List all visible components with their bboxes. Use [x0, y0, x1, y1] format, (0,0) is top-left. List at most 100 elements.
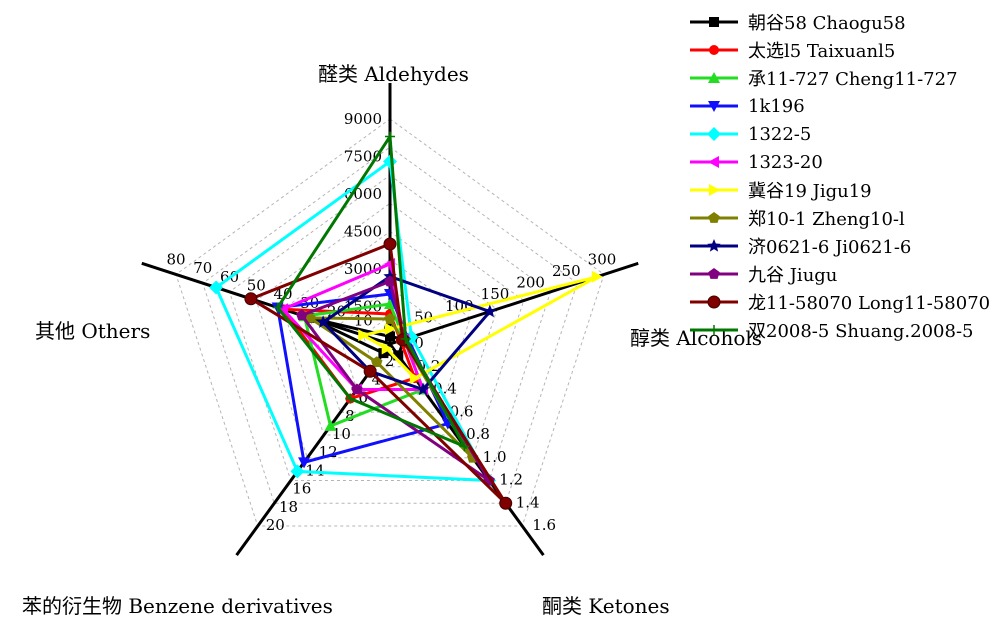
- series-6-point-1: [591, 270, 603, 283]
- series-line-4: [214, 158, 492, 483]
- legend-label: 双2008-5 Shuang.2008-5: [748, 321, 974, 342]
- legend-marker-4: [707, 127, 721, 141]
- legend-marker-2: [708, 72, 720, 83]
- legend-label: 1322-5: [748, 123, 812, 145]
- series-2-point-3: [324, 419, 337, 431]
- legend-swatch: [690, 45, 738, 55]
- series-5-point-4: [277, 303, 289, 316]
- tick-label-aldehydes-1: 3000: [344, 260, 382, 278]
- legend-item: 龙11-58070 Long11-58070: [688, 288, 998, 316]
- grid-ring-3: [282, 230, 498, 436]
- legend-item: 九谷 Jiugu: [688, 260, 998, 288]
- legend-swatch: [690, 239, 738, 252]
- legend-swatch: [690, 268, 738, 279]
- legend-marker-3: [708, 101, 720, 112]
- tick-label-ketones-2: 0.4: [433, 380, 457, 398]
- tick-label-benzene-2: 4: [372, 370, 382, 388]
- series-9-point-3: [351, 383, 363, 395]
- axis-line-others: [141, 261, 391, 346]
- legend-label: 龙11-58070 Long11-58070: [748, 293, 991, 314]
- tick-label-alcohols-5: 250: [552, 262, 581, 280]
- tick-label-aldehydes-5: 9000: [344, 110, 382, 128]
- series-6-point-0: [385, 323, 396, 335]
- legend-marker-8: [707, 239, 721, 252]
- legend-swatch: [690, 295, 738, 309]
- legend-swatch: [690, 72, 738, 83]
- legend: 朝谷58 Chaogu58 太选l5 Taixuanl5 承11-727 Cheng…: [688, 8, 998, 344]
- axis-title-benzene: 苯的衍生物 Benzene derivatives: [22, 594, 333, 618]
- legend-label: 九谷 Jiugu: [748, 265, 838, 286]
- legend-label: 太选l5 Taixuanl5: [748, 41, 896, 62]
- tick-label-others-8: 80: [166, 250, 185, 268]
- series-line-6: [359, 275, 598, 381]
- series-line-8: [320, 274, 493, 392]
- legend-marker-9: [708, 268, 720, 279]
- series-7-point-0: [384, 313, 396, 324]
- series-10-point-2: [499, 496, 513, 510]
- series-11-point-2: [459, 441, 470, 452]
- legend-swatch: [690, 156, 738, 168]
- series-0-point-0: [385, 331, 395, 342]
- series-11-point-0: [385, 131, 395, 142]
- legend-swatch: [690, 212, 738, 223]
- series-11-point-4: [272, 302, 283, 313]
- axis-title-aldehydes: 醛类 Aldehydes: [318, 62, 469, 86]
- series-11-point-3: [345, 393, 356, 404]
- tick-label-benzene-8: 16: [292, 480, 311, 498]
- legend-item: 1k196: [688, 92, 998, 120]
- tick-label-alcohols-4: 200: [516, 274, 545, 292]
- legend-item: 1322-5: [688, 120, 998, 148]
- series-11-point-1: [400, 333, 411, 344]
- legend-marker-6: [709, 184, 720, 196]
- legend-label: 1k196: [748, 95, 805, 117]
- legend-item: 朝谷58 Chaogu58: [688, 8, 998, 36]
- series-0-point-2: [393, 350, 404, 361]
- series-line-10: [247, 241, 507, 505]
- tick-label-ketones-8: 1.6: [532, 516, 556, 534]
- legend-marker-1: [709, 45, 719, 55]
- grid-ring-1: [335, 287, 445, 391]
- tick-label-benzene-10: 20: [266, 516, 285, 534]
- legend-item: 太选l5 Taixuanl5: [688, 36, 998, 64]
- legend-marker-11: [709, 325, 719, 335]
- tick-label-aldehydes-2: 4500: [344, 223, 382, 241]
- tick-label-ketones-6: 1.2: [499, 471, 523, 489]
- legend-swatch: [690, 101, 738, 112]
- series-9-point-0: [384, 275, 396, 287]
- series-8-point-1: [483, 304, 497, 318]
- tick-label-benzene-3: 6: [358, 389, 368, 407]
- legend-item: 冀谷19 Jigu19: [688, 176, 998, 204]
- axis-line-benzene: [235, 343, 392, 557]
- series-4-point-3: [290, 464, 305, 479]
- legend-label: 郑10-1 Zheng10-l: [748, 209, 905, 230]
- tick-label-ketones-7: 1.4: [516, 493, 540, 511]
- series-9-point-4: [296, 309, 308, 321]
- tick-label-ketones-4: 0.8: [466, 425, 490, 443]
- series-8-point-2: [416, 382, 430, 396]
- legend-swatch: [690, 184, 738, 196]
- series-6-point-3: [381, 342, 393, 355]
- legend-label: 冀谷19 Jigu19: [748, 181, 872, 202]
- series-6-point-4: [358, 329, 370, 342]
- series-4-point-4: [209, 280, 224, 295]
- series-2-point-0: [384, 298, 396, 309]
- tick-label-alcohols-6: 300: [588, 250, 617, 268]
- legend-marker-5: [708, 156, 719, 168]
- series-10-point-4: [244, 292, 258, 306]
- grid-ring-7: [175, 118, 605, 527]
- legend-swatch: [690, 325, 738, 335]
- series-10-point-0: [383, 237, 397, 251]
- legend-swatch: [690, 127, 738, 141]
- tick-label-others-5: 50: [247, 277, 266, 295]
- tick-label-benzene-1: 2: [385, 352, 395, 370]
- grid-ring-6: [202, 146, 578, 504]
- series-6-point-2: [409, 372, 421, 385]
- legend-label: 1323-20: [748, 151, 823, 173]
- legend-marker-10: [707, 295, 721, 309]
- legend-label: 承11-727 Cheng11-727: [748, 69, 958, 90]
- tick-label-alcohols-3: 150: [481, 285, 510, 303]
- tick-label-benzene-7: 14: [305, 461, 324, 479]
- series-10-point-3: [363, 364, 377, 378]
